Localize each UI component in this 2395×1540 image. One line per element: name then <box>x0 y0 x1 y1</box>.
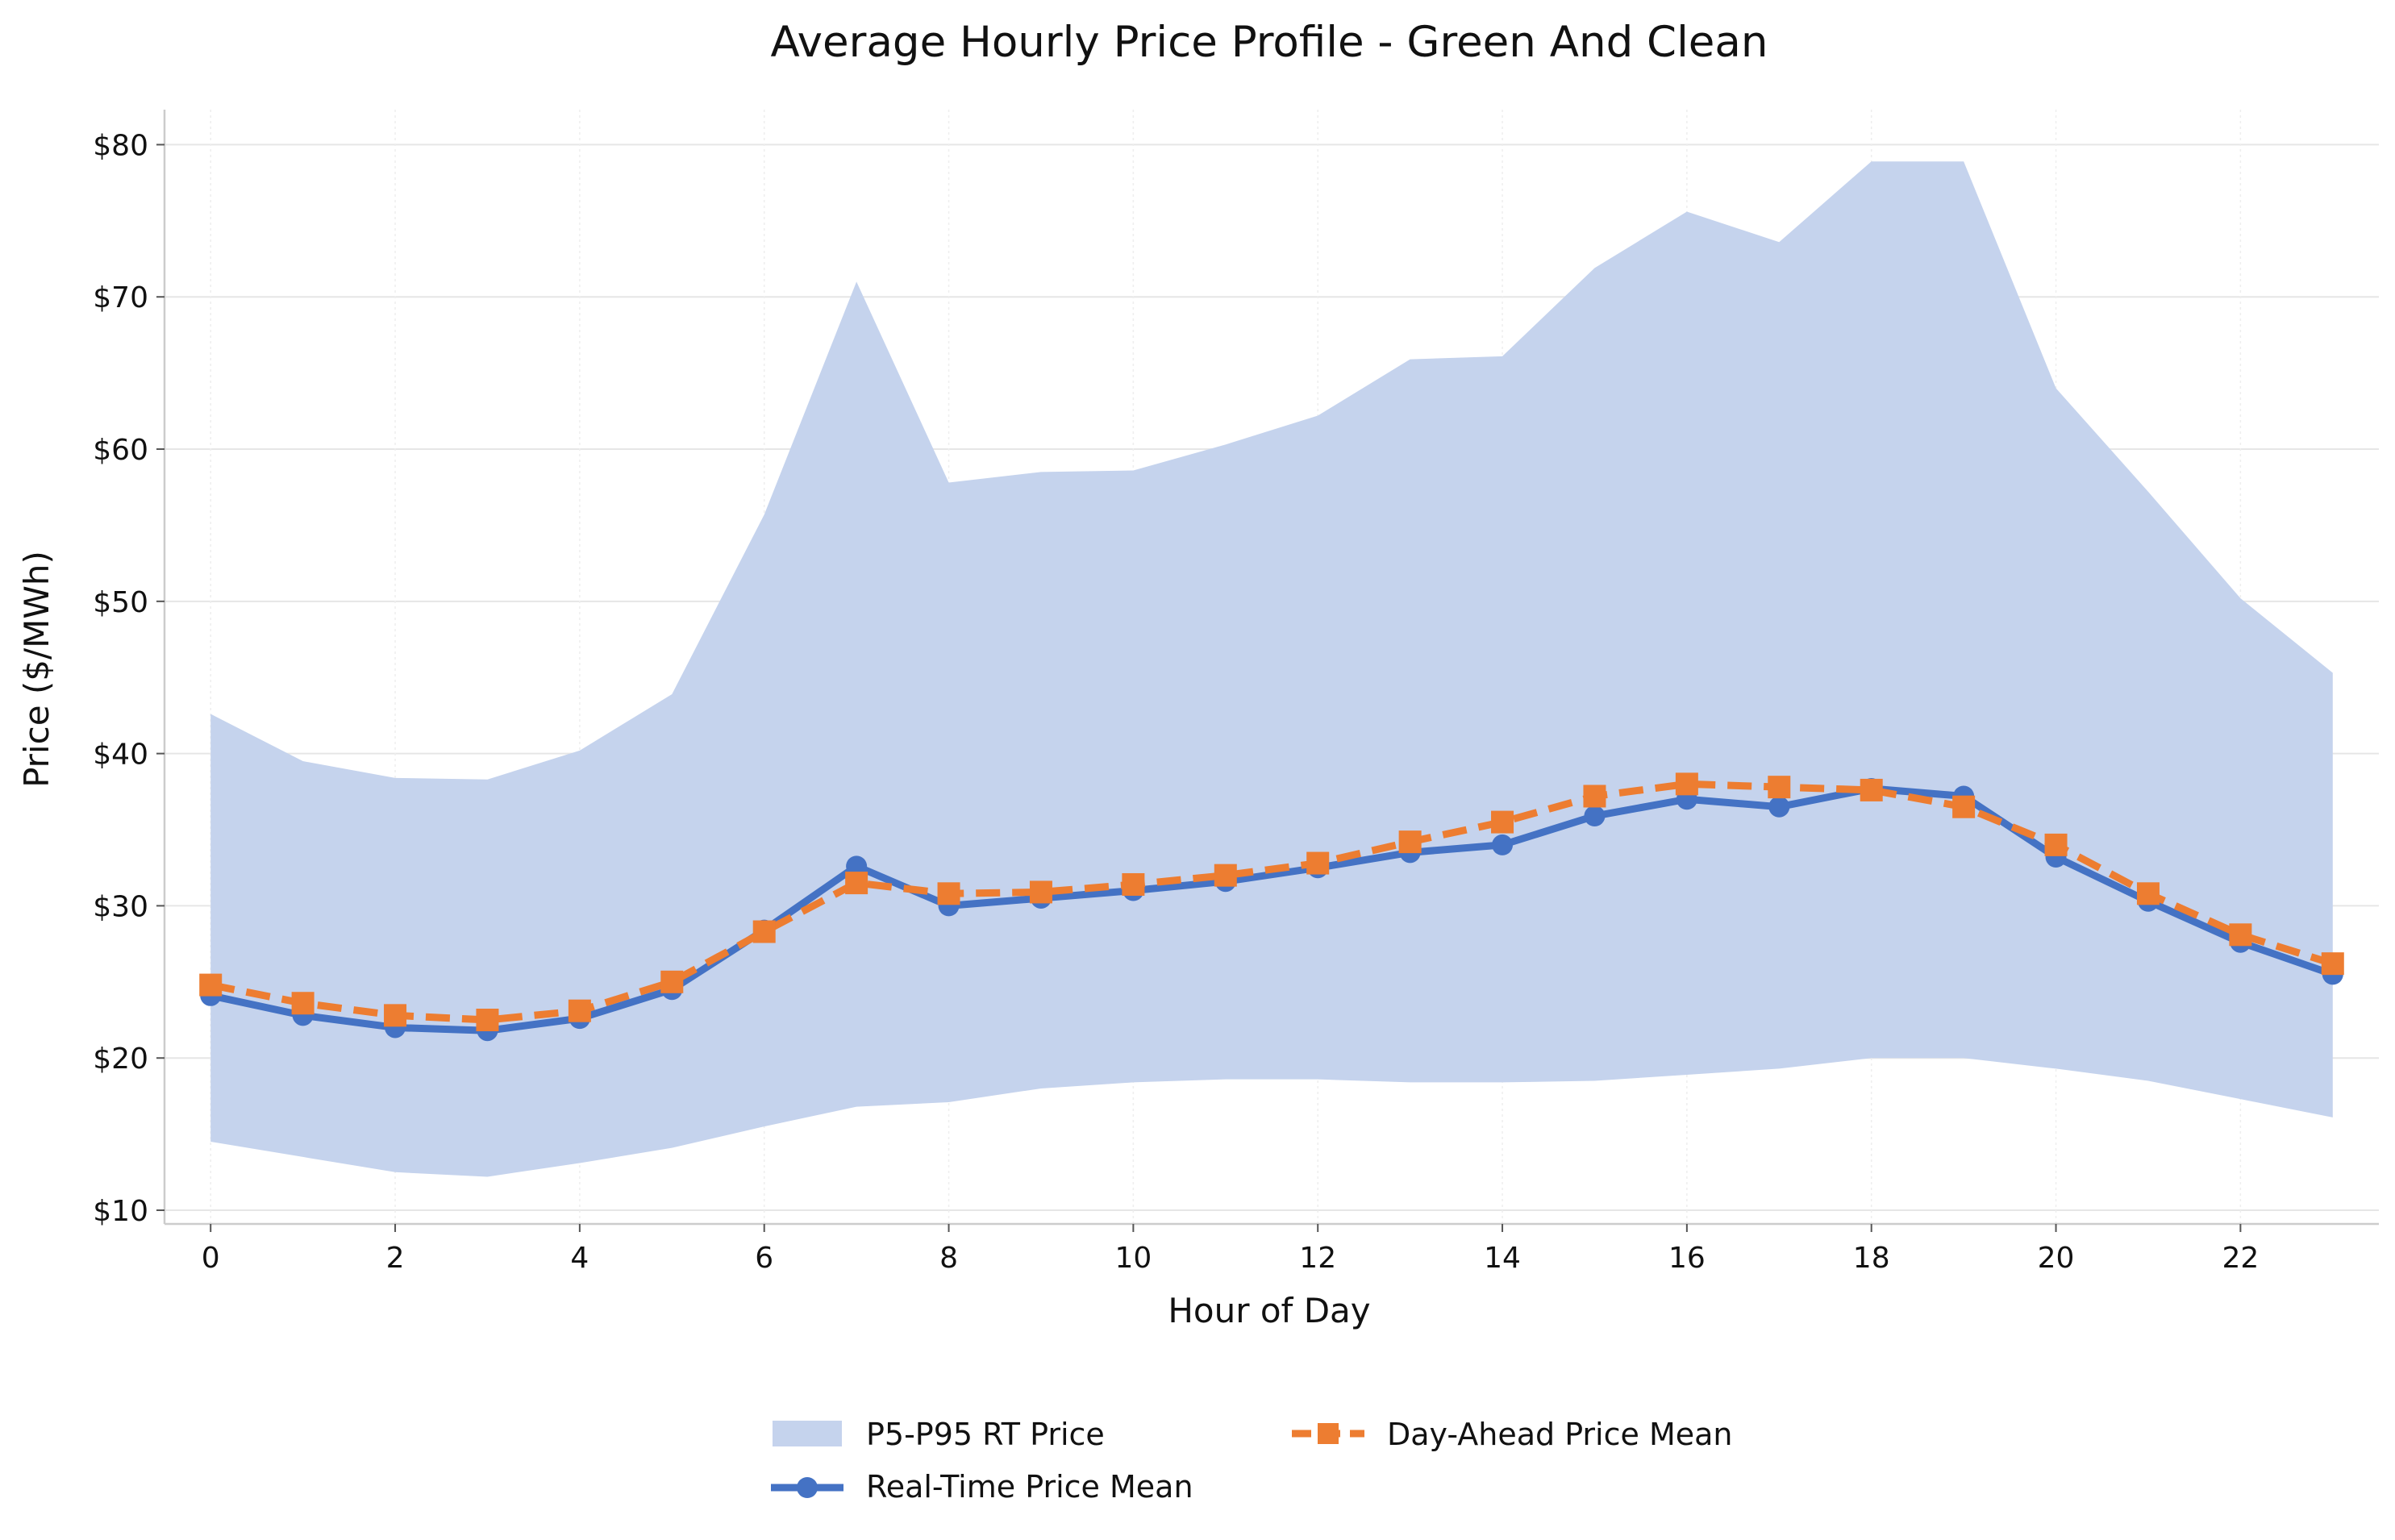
da-mean-point <box>384 1004 407 1027</box>
da-mean-point <box>1860 778 1883 801</box>
y-tick-label: $70 <box>93 281 148 314</box>
series-layer <box>199 772 2344 1042</box>
da-mean-point <box>1491 810 1514 834</box>
da-mean-point <box>2229 923 2252 947</box>
da-mean-line <box>210 780 2335 1024</box>
da-mean-point <box>1675 772 1698 796</box>
x-tick-label: 18 <box>1853 1242 1890 1275</box>
x-tick-label: 14 <box>1484 1242 1521 1275</box>
da-mean-point <box>937 882 960 905</box>
legend-label-da: Day-Ahead Price Mean <box>1387 1417 1733 1452</box>
da-mean-point <box>291 992 314 1015</box>
legend-label-band: P5-P95 RT Price <box>866 1417 1105 1452</box>
y-tick-label: $40 <box>93 739 148 772</box>
da-mean-point <box>476 1009 499 1032</box>
chart-title: Average Hourly Price Profile - Green And… <box>771 18 1768 67</box>
legend-rt-marker <box>797 1477 818 1498</box>
da-mean-point <box>2136 882 2160 905</box>
rt-mean-line <box>210 785 2335 1034</box>
y-tick-label: $20 <box>93 1043 148 1076</box>
x-tick-label: 2 <box>386 1242 405 1275</box>
da-mean-point <box>2321 952 2344 976</box>
x-tick-label: 8 <box>939 1242 958 1275</box>
plot-area <box>163 110 2379 1226</box>
p5-p95-band <box>210 161 2333 1177</box>
da-mean-point <box>752 920 776 943</box>
x-tick-label: 6 <box>755 1242 773 1275</box>
x-tick-label: 10 <box>1114 1242 1152 1275</box>
da-mean-point <box>199 973 223 997</box>
y-tick-label: $60 <box>93 434 148 467</box>
rt-mean-point <box>1584 805 1606 827</box>
y-tick-label: $30 <box>93 890 148 923</box>
y-tick-label: $80 <box>93 129 148 162</box>
da-mean-point <box>1768 776 1791 799</box>
rt-mean-point <box>1768 796 1790 818</box>
da-mean-point <box>845 872 868 895</box>
da-mean-point <box>1306 851 1330 875</box>
y-tick-label: $10 <box>93 1195 148 1228</box>
x-tick-label: 12 <box>1299 1242 1336 1275</box>
y-tick-labels: $10 $20 $30 $40 $50 $60 $70 $80 <box>93 129 165 1228</box>
legend-label-rt: Real-Time Price Mean <box>866 1469 1193 1505</box>
x-axis-label: Hour of Day <box>1168 1291 1370 1330</box>
da-mean-point <box>1029 880 1052 904</box>
x-tick-label: 16 <box>1668 1242 1706 1275</box>
x-tick-label: 22 <box>2222 1242 2259 1275</box>
rt-mean-point <box>1492 834 1514 855</box>
x-tick-label: 20 <box>2038 1242 2075 1275</box>
legend-band-swatch <box>773 1421 842 1446</box>
da-mean-point <box>1583 785 1606 808</box>
legend: P5-P95 RT Price Real-Time Price Mean Day… <box>771 1417 1733 1505</box>
da-mean-point <box>2044 833 2068 856</box>
y-axis-label: Price ($/MWh) <box>17 551 56 788</box>
da-mean-point <box>660 970 684 993</box>
da-mean-point <box>568 999 591 1022</box>
da-mean-point <box>1398 830 1422 854</box>
da-mean-point <box>1122 872 1145 896</box>
da-mean-point <box>1952 795 1976 818</box>
rt-mean-point <box>846 855 868 877</box>
da-mean-point <box>1214 864 1237 887</box>
x-tick-labels: 0 2 4 6 8 10 12 14 16 18 20 22 <box>202 1224 2259 1275</box>
legend-da-marker <box>1318 1423 1339 1444</box>
x-tick-label: 4 <box>570 1242 589 1275</box>
y-tick-label: $50 <box>93 586 148 619</box>
x-tick-label: 0 <box>202 1242 220 1275</box>
